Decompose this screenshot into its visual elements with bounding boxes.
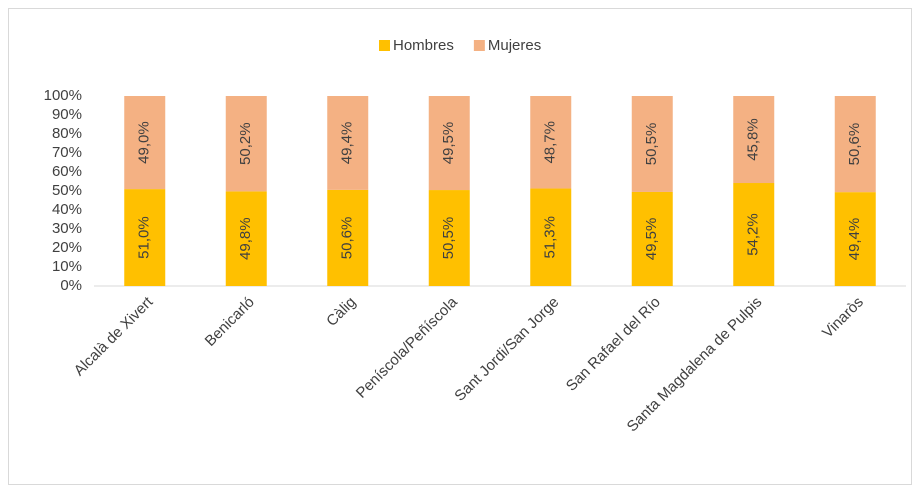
bar-segment bbox=[428, 96, 470, 191]
bar-segment bbox=[631, 96, 673, 192]
bar-segment bbox=[733, 183, 775, 286]
data-label: 49,0% bbox=[136, 121, 153, 164]
data-label: 50,6% bbox=[339, 217, 356, 260]
bar-segment bbox=[631, 191, 673, 286]
bar-segment bbox=[327, 96, 369, 190]
bar-segment bbox=[834, 96, 876, 193]
data-label: 51,0% bbox=[136, 216, 153, 259]
legend-label: Hombres bbox=[393, 37, 454, 54]
data-label: 45,8% bbox=[745, 118, 762, 161]
data-label: 54,2% bbox=[745, 213, 762, 256]
bar-segment bbox=[530, 188, 572, 286]
data-label: 49,5% bbox=[643, 218, 660, 261]
bar-segment bbox=[530, 96, 572, 189]
data-label: 50,6% bbox=[846, 123, 863, 166]
legend-swatch bbox=[473, 40, 485, 51]
data-label: 50,2% bbox=[237, 122, 254, 165]
y-tick-label: 40% bbox=[52, 201, 82, 218]
y-tick-label: 0% bbox=[60, 277, 82, 294]
bar-segment bbox=[225, 96, 267, 192]
data-label: 48,7% bbox=[542, 121, 559, 164]
y-tick-label: 10% bbox=[52, 258, 82, 275]
bar-segment bbox=[834, 192, 876, 286]
y-tick-label: 20% bbox=[52, 239, 82, 256]
bar-segment bbox=[428, 190, 470, 286]
y-tick-label: 70% bbox=[52, 144, 82, 161]
legend-swatch bbox=[379, 40, 390, 51]
data-label: 51,3% bbox=[542, 216, 559, 259]
y-tick-label: 80% bbox=[52, 125, 82, 142]
bar-segment bbox=[124, 189, 166, 286]
data-label: 49,5% bbox=[440, 122, 457, 165]
bar-segment bbox=[733, 96, 775, 184]
data-label: 50,5% bbox=[440, 217, 457, 260]
bar-segment bbox=[124, 96, 166, 190]
y-tick-label: 50% bbox=[52, 182, 82, 199]
bar-segment bbox=[327, 189, 369, 286]
y-tick-label: 30% bbox=[52, 220, 82, 237]
y-tick-label: 100% bbox=[44, 87, 82, 104]
legend-label: Mujeres bbox=[488, 37, 541, 54]
y-tick-label: 60% bbox=[52, 163, 82, 180]
bar-segment bbox=[225, 191, 267, 286]
data-label: 49,4% bbox=[339, 122, 356, 165]
y-tick-label: 90% bbox=[52, 106, 82, 123]
data-label: 50,5% bbox=[643, 123, 660, 166]
data-label: 49,8% bbox=[237, 217, 254, 260]
data-label: 49,4% bbox=[846, 218, 863, 261]
